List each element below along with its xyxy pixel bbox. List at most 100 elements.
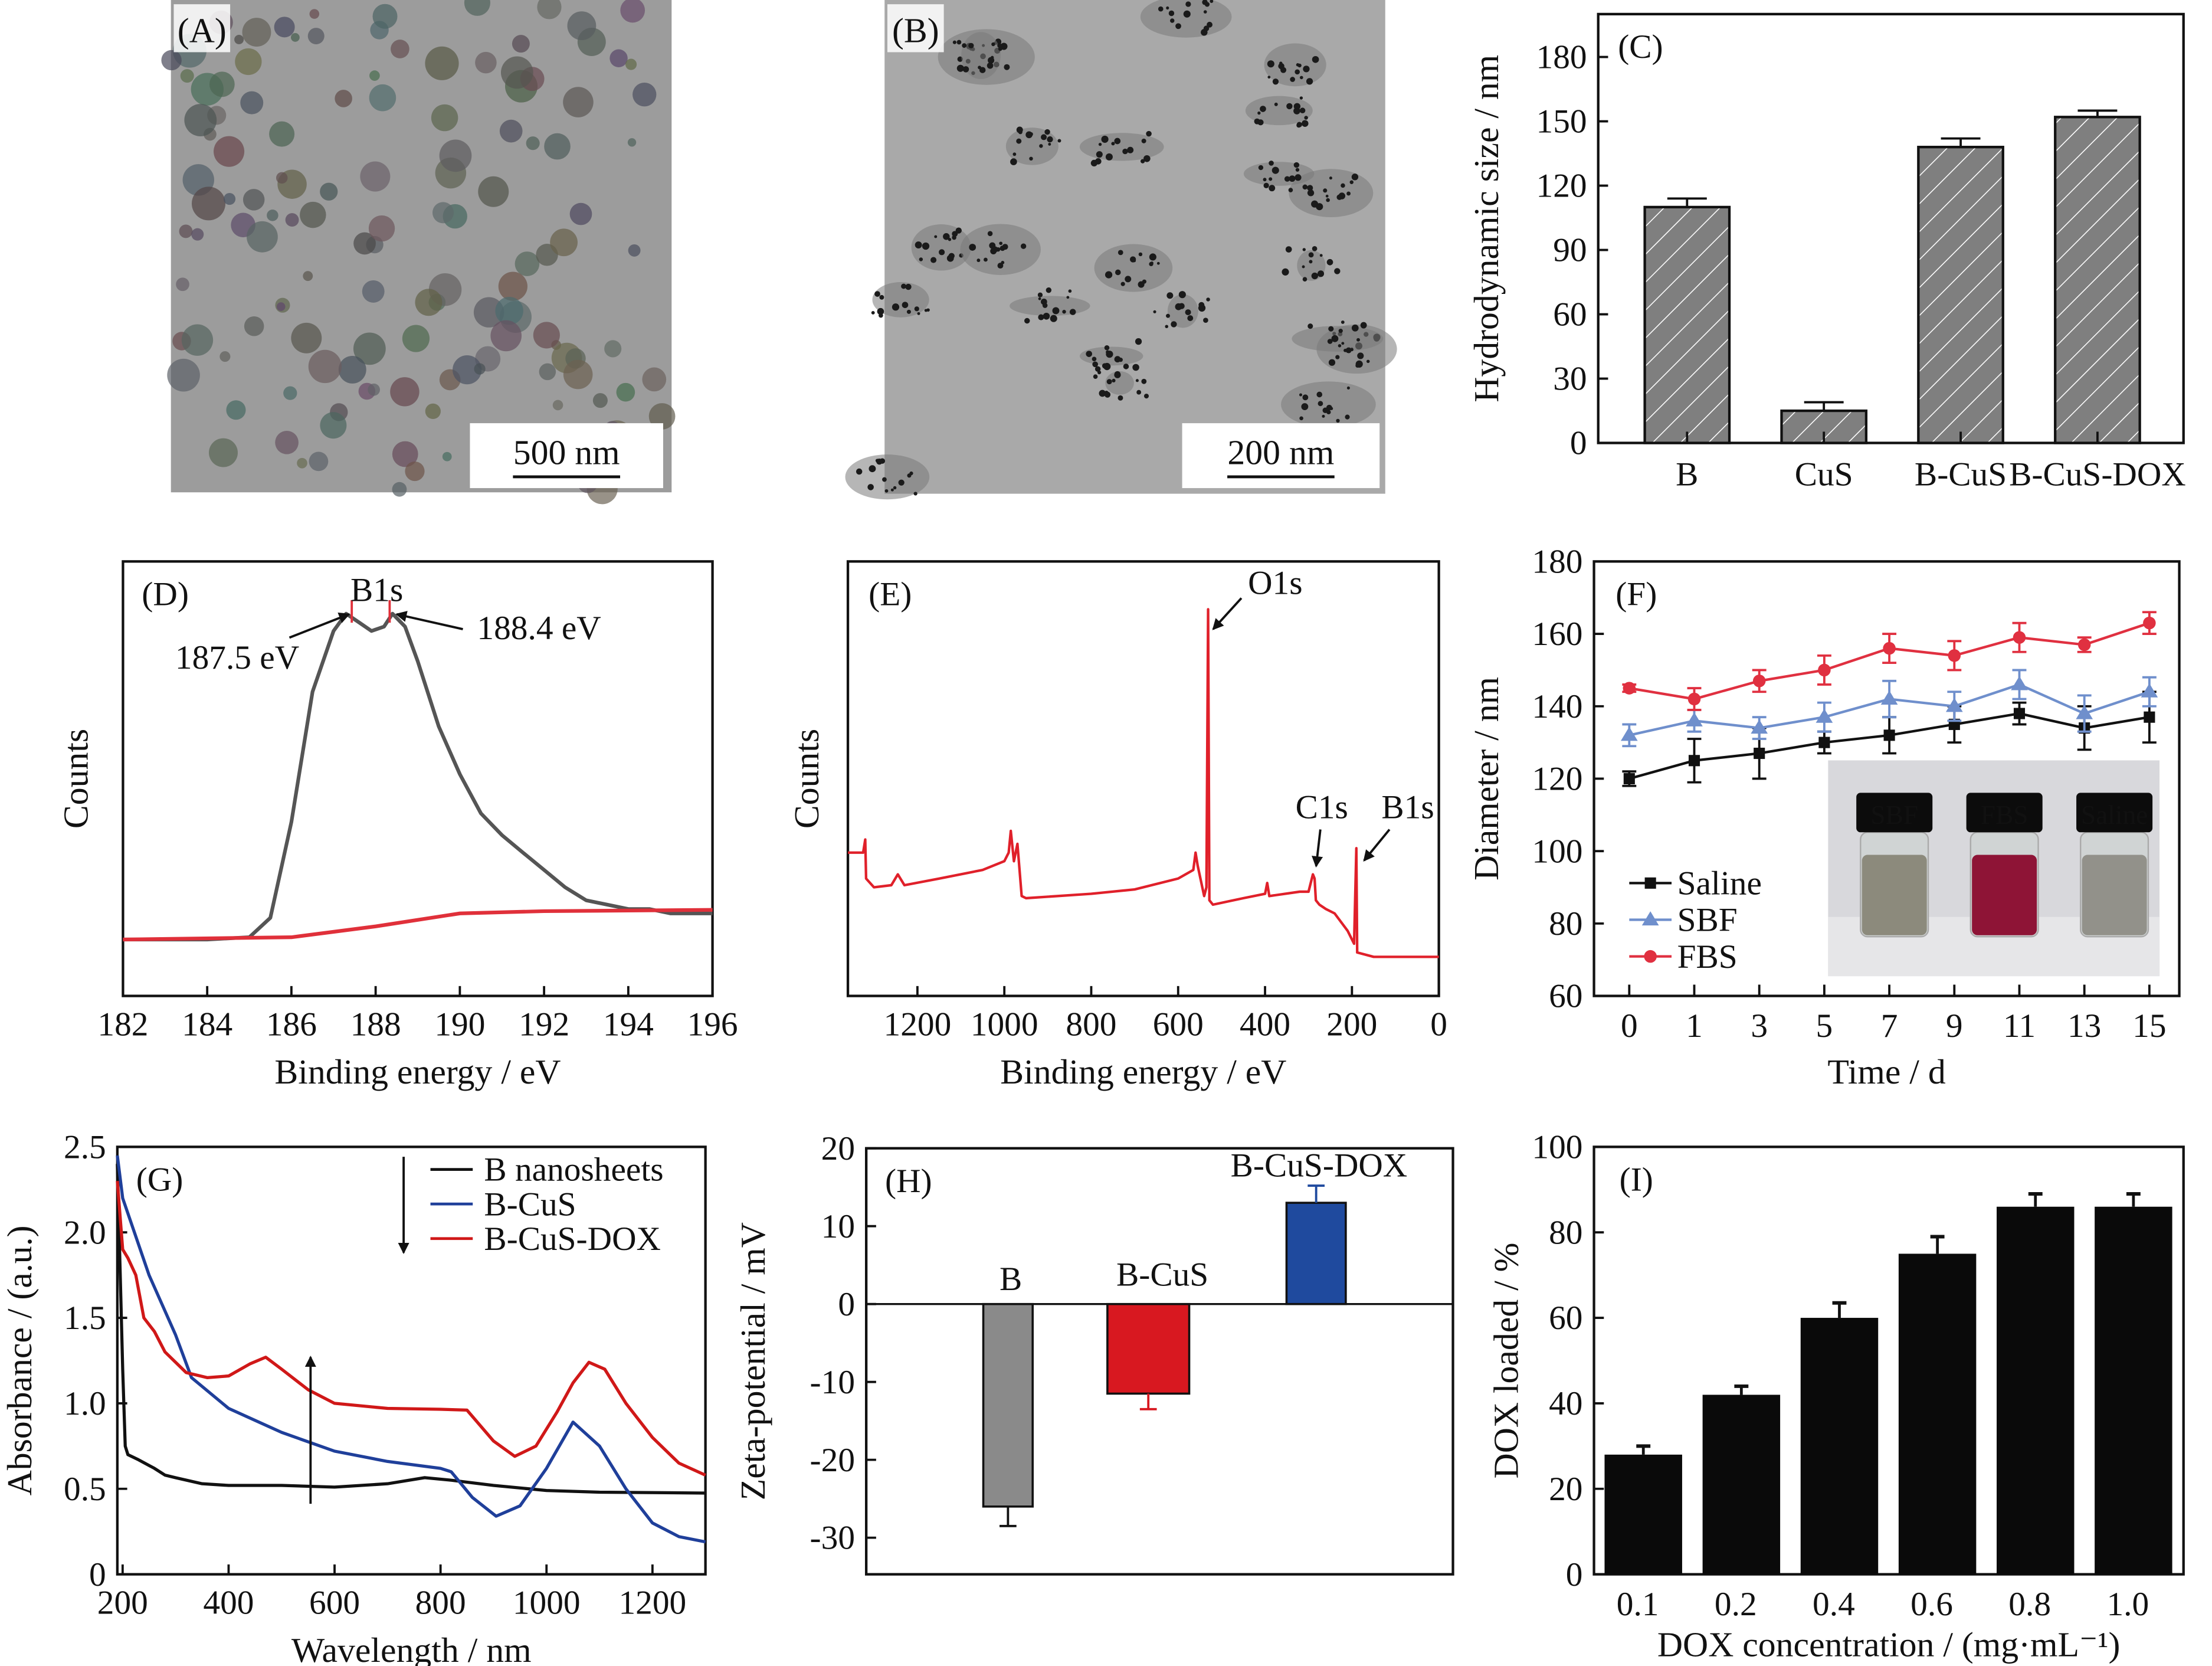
nanosheet-particle — [307, 28, 325, 45]
x-tick-label: B — [1676, 456, 1698, 493]
cus-dot — [1335, 355, 1340, 359]
nanosheet-particle — [642, 367, 667, 392]
nanosheet-particle — [209, 71, 235, 97]
cus-dot — [1263, 182, 1269, 189]
data-point — [1948, 649, 1961, 662]
cus-dot — [917, 312, 920, 315]
data-point — [1754, 747, 1765, 760]
cus-dot — [1111, 142, 1115, 146]
cus-dot — [898, 479, 905, 486]
cus-dot — [952, 40, 956, 44]
cus-dot — [1290, 77, 1296, 82]
particle-cluster — [845, 454, 930, 500]
x-tick-label: 13 — [2067, 1007, 2101, 1045]
data-point — [1883, 641, 1896, 655]
cus-dot — [1168, 10, 1175, 17]
cus-dot — [997, 43, 1002, 48]
annotation-o1s: O1s — [1248, 564, 1302, 601]
cus-dot — [1351, 174, 1359, 181]
cus-dot — [1357, 352, 1364, 359]
cus-dot — [1170, 18, 1175, 23]
y-tick-label: 100 — [1532, 833, 1582, 870]
cus-dot — [1000, 246, 1005, 251]
cus-dot — [1254, 118, 1260, 125]
x-tick-label: 186 — [266, 1006, 317, 1043]
cus-dot — [1016, 138, 1022, 144]
cus-dot — [1096, 151, 1103, 158]
cus-dot — [1204, 2, 1210, 7]
plot-frame — [864, 1147, 1454, 1576]
cus-dot — [930, 257, 937, 263]
data-point — [2013, 708, 2026, 719]
nanosheet-particle — [391, 40, 409, 58]
data-point — [1688, 755, 1700, 767]
annotation-arrow — [1312, 829, 1323, 868]
nanosheet-particle — [539, 363, 556, 381]
cus-dot — [1043, 312, 1050, 320]
y-tick-label: -20 — [810, 1442, 855, 1479]
data-point — [2143, 616, 2156, 630]
cus-dot — [1351, 324, 1359, 332]
nanosheet-particle — [609, 49, 628, 67]
cus-dot — [1103, 362, 1111, 371]
x-tick-label: 1200 — [884, 1006, 952, 1043]
panel-label: (F) — [1615, 575, 1657, 613]
nanosheet-particle — [432, 202, 454, 224]
cus-dot — [1149, 253, 1156, 261]
nanosheet-particle — [552, 400, 563, 411]
x-tick-label: 182 — [97, 1006, 148, 1043]
cus-dot — [1187, 315, 1194, 322]
cus-dot — [1300, 76, 1303, 80]
x-tick-label: 200 — [1326, 1006, 1377, 1043]
particle-cluster — [1010, 296, 1090, 316]
nanosheet-particle — [627, 138, 637, 147]
x-tick-label: 0.8 — [2008, 1586, 2051, 1623]
cus-dot — [1093, 374, 1098, 379]
nanosheet-particle — [191, 228, 204, 241]
nanosheet-particle — [303, 271, 313, 282]
data-point — [1623, 773, 1635, 785]
cus-dot — [875, 459, 880, 463]
cus-dot — [1299, 96, 1303, 100]
nanosheet-particle — [648, 403, 676, 430]
cus-dot — [1356, 338, 1360, 342]
nanosheet-particle — [167, 358, 200, 392]
nanosheet-particle — [276, 302, 286, 311]
cus-dot — [1135, 379, 1139, 382]
cus-dot — [1185, 309, 1191, 316]
tem-image-panel-b: (B) 200 nm — [845, 0, 1397, 500]
nanosheet-particle — [285, 213, 299, 227]
nanosheet-particle — [360, 161, 391, 192]
nanosheet-particle — [242, 18, 271, 47]
data-point — [2144, 711, 2155, 723]
cus-dot — [1048, 142, 1051, 146]
cus-dot — [1029, 156, 1033, 161]
cus-dot — [1295, 168, 1300, 172]
bar-label: B-CuS — [1116, 1256, 1208, 1294]
nanosheet-particle — [247, 221, 278, 253]
series-line-1 — [116, 1155, 706, 1544]
cus-dot — [1301, 403, 1309, 410]
cus-dot — [1150, 261, 1153, 265]
x-axis-label: DOX concentration / (mg·mL⁻¹) — [1657, 1625, 2120, 1664]
y-tick-label: 0 — [1570, 425, 1587, 462]
cus-dot — [1334, 268, 1341, 274]
cus-dot — [1062, 310, 1066, 314]
cus-dot — [1140, 159, 1145, 163]
nanosheet-particle — [276, 172, 288, 184]
cus-dot — [1037, 292, 1043, 297]
cus-dot — [1106, 350, 1110, 354]
cus-dot — [1282, 268, 1289, 276]
cus-dot — [948, 253, 955, 259]
cus-dot — [879, 294, 884, 300]
cus-dot — [1092, 356, 1097, 362]
cus-dot — [956, 64, 964, 72]
cus-dot — [1123, 364, 1129, 369]
x-tick-label: 200 — [97, 1585, 148, 1622]
cus-dot — [905, 283, 912, 290]
cus-dot — [1156, 261, 1160, 265]
cus-dot — [1289, 175, 1296, 182]
cus-dot — [1133, 259, 1136, 263]
nanosheet-particle — [425, 46, 459, 80]
